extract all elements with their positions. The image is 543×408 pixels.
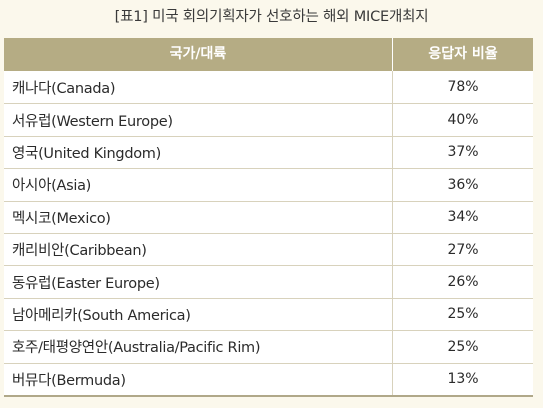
ratio-cell: 25%: [447, 306, 479, 323]
table-body: 캐나다(Canada) 78% 서유럽(Western Europe) 40% 영국(U…: [4, 71, 533, 395]
ratio-cell: 40%: [447, 112, 479, 129]
table-row: 캐리비안(Caribbean) 27%: [4, 232, 533, 266]
table-row: 멕시코(Mexico) 34%: [4, 200, 533, 233]
region-cell: 호주/태평양연안(Australia/Pacific Rim): [4, 331, 393, 363]
ratio-cell: 36%: [447, 176, 479, 193]
table-row: 아시아(Asia) 36%: [4, 168, 533, 201]
region-cell: 서유럽(Western Europe): [4, 104, 393, 136]
ratio-cell: 13%: [447, 371, 479, 388]
region-cell: 영국(United Kingdom): [4, 136, 393, 169]
header-region: 국가/대륙: [4, 38, 393, 71]
table-row: 서유럽(Western Europe) 40%: [4, 103, 533, 136]
table-row: 버뮤다(Bermuda) 13%: [4, 362, 533, 395]
ratio-cell: 27%: [447, 241, 479, 258]
table-header-row: 국가/대륙 응답자 비율: [4, 38, 533, 71]
region-cell: 버뮤다(Bermuda): [4, 363, 393, 395]
table-row: 남아메리카(South America) 25%: [4, 297, 533, 331]
region-cell: 캐리비안(Caribbean): [4, 233, 393, 266]
ratio-cell: 34%: [447, 209, 479, 226]
mice-destination-table: 국가/대륙 응답자 비율 캐나다(Canada) 78% 서유럽(Western E…: [4, 38, 533, 397]
region-cell: 남아메리카(South America): [4, 298, 393, 331]
region-cell: 캐나다(Canada): [4, 71, 393, 104]
table-row: 호주/태평양연안(Australia/Pacific Rim) 25%: [4, 330, 533, 363]
ratio-cell: 26%: [447, 274, 479, 291]
region-cell: 동유럽(Easter Europe): [4, 266, 393, 298]
table-row: 영국(United Kingdom) 37%: [4, 135, 533, 169]
table-row: 동유럽(Easter Europe) 26%: [4, 265, 533, 298]
ratio-cell: 78%: [447, 79, 479, 96]
ratio-cell: 37%: [447, 144, 479, 161]
ratio-cell: 25%: [447, 338, 479, 355]
table-row: 캐나다(Canada) 78%: [4, 71, 533, 104]
header-ratio: 응답자 비율: [428, 46, 498, 62]
region-cell: 멕시코(Mexico): [4, 201, 393, 233]
table-caption: [표1] 미국 회의기획자가 선호하는 해외 MICE개최지: [114, 9, 429, 25]
region-cell: 아시아(Asia): [4, 169, 393, 201]
